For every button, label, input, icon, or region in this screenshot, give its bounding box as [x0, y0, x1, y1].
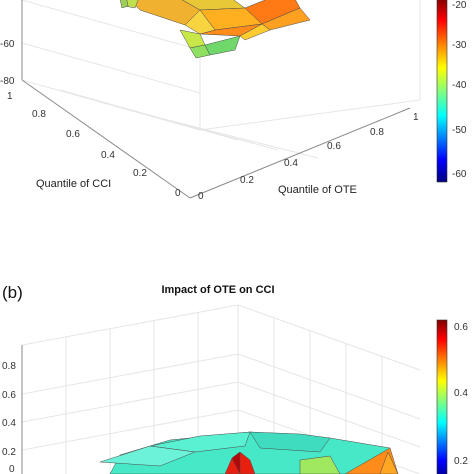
panel-a-x-ticks: 0 0.2 0.4 0.6 0.8 1	[198, 112, 419, 202]
colorbar-tick: 0.4	[454, 388, 468, 399]
surface-facet	[249, 431, 331, 453]
y-tick: 0	[175, 188, 181, 199]
panel-b-grid	[21, 304, 421, 474]
panel-label: (b)	[2, 283, 23, 302]
panel-a: -60 -80 1 0.8 0.6 0.4 0.2 0 0 0.2 0.4 0.…	[0, 0, 467, 202]
y-tick: 1	[7, 91, 13, 102]
x-tick: 0	[198, 191, 204, 202]
y-axis-label: Quantile of CCI	[36, 178, 111, 190]
panel-b-colorbar: 0.6 0.4 0.2	[436, 319, 468, 474]
x-tick: 0.2	[240, 175, 254, 186]
x-tick: 1	[413, 112, 419, 123]
colorbar-tick: 0.2	[454, 456, 468, 467]
z-tick: 0.4	[2, 418, 16, 429]
panel-a-axes	[21, 0, 411, 199]
colorbar-gradient	[436, 319, 448, 474]
panel-a-y-ticks: 1 0.8 0.6 0.4 0.2 0	[7, 91, 181, 199]
surface-facet	[184, 9, 216, 35]
panel-a-z-ticks: -60 -80	[0, 39, 15, 87]
panel-a-colorbar: -20 -30 -40 -50 -60	[436, 0, 467, 183]
colorbar-tick: -40	[452, 80, 467, 91]
z-tick: 0.8	[2, 361, 16, 372]
z-tick: 0.6	[2, 390, 16, 401]
surface-facet	[231, 451, 241, 474]
y-tick: 0.6	[66, 129, 80, 140]
colorbar-tick: -30	[452, 40, 467, 51]
chart-title: Impact of OTE on CCI	[161, 284, 274, 296]
panel-b-surface	[99, 431, 399, 474]
x-tick: 0.8	[370, 127, 384, 138]
surface-facet	[379, 451, 399, 474]
z-tick: -80	[0, 76, 15, 87]
y-tick: 0.4	[101, 150, 115, 161]
surface-facet	[299, 455, 341, 474]
panel-a-grid	[21, 0, 421, 159]
colorbar-tick: -20	[452, 0, 467, 11]
surface-facet	[99, 445, 196, 467]
panel-a-surface	[119, 0, 311, 59]
panel-b-z-ticks: 0.8 0.6 0.4 0.2 0	[2, 361, 16, 474]
surface-facet	[119, 0, 129, 9]
x-tick: 0.6	[327, 141, 341, 152]
x-tick: 0.4	[284, 158, 298, 169]
colorbar-tick: 0.6	[454, 322, 468, 333]
z-tick: 0.2	[2, 447, 16, 458]
colorbar-gradient	[436, 0, 448, 183]
y-tick: 0.2	[133, 168, 147, 179]
x-axis-label: Quantile of OTE	[278, 184, 357, 196]
colorbar-tick: -60	[452, 169, 467, 180]
panel-b: (b) Impact of OTE on CCI	[2, 283, 468, 474]
surface-facet	[204, 35, 241, 56]
colorbar-tick: -50	[452, 125, 467, 136]
y-tick: 0.8	[32, 109, 46, 120]
z-tick: -60	[0, 39, 15, 50]
z-tick: 0	[9, 464, 15, 474]
surface-facet	[239, 23, 271, 41]
